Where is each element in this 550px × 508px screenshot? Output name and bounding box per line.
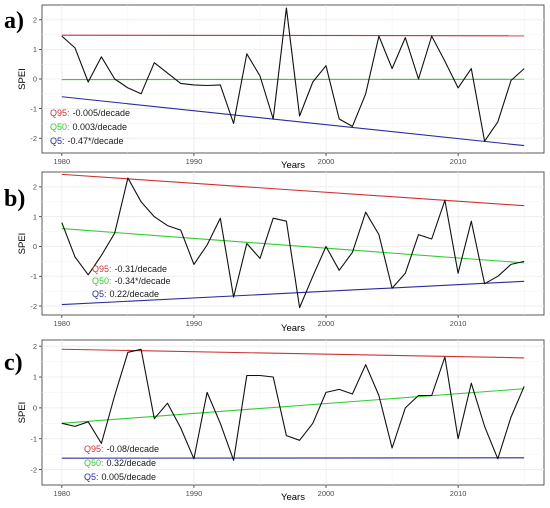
panel-letter: a) xyxy=(4,8,24,34)
y-axis-title: SPEI xyxy=(17,402,28,424)
panel-letter: c) xyxy=(4,350,23,376)
panel-letter: b) xyxy=(4,186,25,212)
x-axis-title: Years xyxy=(281,492,305,503)
q50-trend-line xyxy=(61,228,525,264)
y-axis-title: SPEI xyxy=(17,233,28,255)
q95-annotation: Q95: -0.005/decade xyxy=(50,108,130,118)
q95-trend-value: -0.005/decade xyxy=(73,108,131,118)
q95-label: Q95: xyxy=(50,108,70,118)
x-tick-label: 1990 xyxy=(186,489,203,498)
y-tick-label: -1 xyxy=(30,272,37,281)
q5-label: Q5: xyxy=(84,472,99,482)
y-tick-label: -1 xyxy=(30,104,37,113)
q5-trend-line xyxy=(61,280,525,306)
x-axis-title: Years xyxy=(281,323,305,334)
y-tick-label: 1 xyxy=(33,373,37,382)
q50-annotation: Q50: 0.32/decade xyxy=(84,458,156,468)
q50-label: Q50: xyxy=(84,458,104,468)
y-tick-label: 1 xyxy=(33,212,37,221)
q95-annotation: Q95: -0.31/decade xyxy=(92,264,167,274)
chart-panel-b: 1980 1990 2000 2010 -2 -1 0 1 2 Years SPEI Q95: -0.3… xyxy=(4,171,545,334)
q50-annotation: Q50: -0.34*/decade xyxy=(92,276,171,286)
q95-trend-value: -0.08/decade xyxy=(107,444,160,454)
y-tick-label: 0 xyxy=(33,242,37,251)
q5-label: Q5: xyxy=(92,289,107,299)
q50-trend-value: 0.003/decade xyxy=(73,122,128,132)
q50-annotation: Q50: 0.003/decade xyxy=(50,122,127,132)
y-tick-label: -2 xyxy=(30,302,37,311)
q5-trend-value: 0.005/decade xyxy=(102,472,157,482)
q95-trend-line xyxy=(61,348,525,359)
q95-annotation: Q95: -0.08/decade xyxy=(84,444,159,454)
x-tick-label: 1990 xyxy=(186,319,203,328)
y-tick-label: 2 xyxy=(33,183,37,192)
x-axis-title: Years xyxy=(281,160,305,171)
x-tick-label: 1980 xyxy=(53,157,70,166)
y-tick-label: 0 xyxy=(33,404,37,413)
q5-annotation: Q5: 0.22/decade xyxy=(92,289,159,299)
x-tick-label: 2000 xyxy=(318,489,335,498)
q95-trend-line xyxy=(61,173,525,207)
q5-trend-value: -0.47*/decade xyxy=(68,136,124,146)
x-tick-label: 2000 xyxy=(318,157,335,166)
chart-panel-c: 1980 1990 2000 2010 -2 -1 0 1 2 Years SPEI Q95: -0.0… xyxy=(4,339,545,503)
x-tick-label: 1980 xyxy=(53,319,70,328)
q50-label: Q50: xyxy=(50,122,70,132)
y-tick-label: 2 xyxy=(33,16,37,25)
spei-series-line xyxy=(61,348,525,461)
plot-area xyxy=(41,339,545,486)
x-tick-label: 1990 xyxy=(186,157,203,166)
y-tick-label: 0 xyxy=(33,75,37,84)
q95-label: Q95: xyxy=(92,264,112,274)
q5-trend-line xyxy=(61,96,525,147)
x-tick-label: 2010 xyxy=(450,319,467,328)
x-tick-label: 2010 xyxy=(450,157,467,166)
q5-annotation: Q5: -0.47*/decade xyxy=(50,136,124,146)
q50-label: Q50: xyxy=(92,276,112,286)
x-tick-label: 2000 xyxy=(318,319,335,328)
q50-trend-value: -0.34*/decade xyxy=(115,276,171,286)
y-tick-label: 1 xyxy=(33,45,37,54)
spei-series-line xyxy=(61,177,525,309)
q95-trend-line xyxy=(61,34,525,37)
y-tick-label: -1 xyxy=(30,434,37,443)
x-tick-label: 1980 xyxy=(53,489,70,498)
q5-label: Q5: xyxy=(50,136,65,146)
y-tick-label: -2 xyxy=(30,134,37,143)
y-axis-title: SPEI xyxy=(17,68,28,90)
q50-trend-line xyxy=(61,388,525,424)
q95-label: Q95: xyxy=(84,444,104,454)
y-tick-label: -2 xyxy=(30,465,37,474)
q50-trend-value: 0.32/decade xyxy=(107,458,157,468)
q5-annotation: Q5: 0.005/decade xyxy=(84,472,156,482)
y-tick-label: 2 xyxy=(33,342,37,351)
q95-trend-value: -0.31/decade xyxy=(115,264,168,274)
spei-series-line xyxy=(61,7,525,142)
q5-trend-value: 0.22/decade xyxy=(110,289,160,299)
chart-panel-a: 1980 1990 2000 2010 -2 -1 0 1 2 Years SPEI Q95: -0.0… xyxy=(4,4,545,171)
x-tick-label: 2010 xyxy=(450,489,467,498)
